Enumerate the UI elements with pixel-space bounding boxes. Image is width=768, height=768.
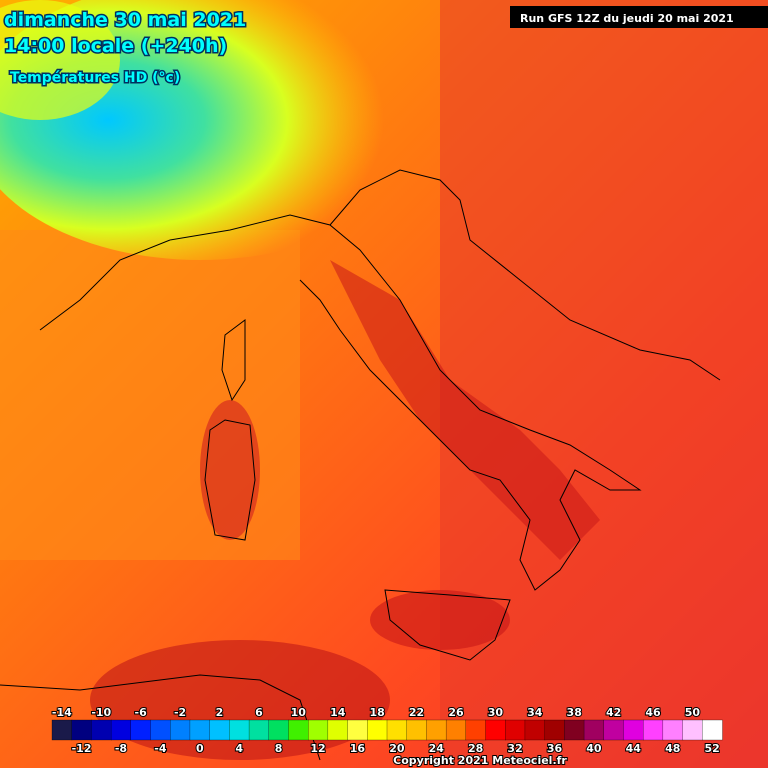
scale-swatch (170, 719, 191, 741)
scale-label: 4 (235, 742, 243, 755)
date-label: dimanche 30 mai 2021 (4, 9, 246, 31)
scale-label: 14 (330, 706, 346, 719)
scale-label: 46 (645, 706, 661, 719)
sea-zone (0, 230, 300, 560)
scale-label: 30 (488, 706, 504, 719)
coastlines (0, 169, 721, 761)
scale-label: 8 (275, 742, 283, 755)
scale-swatch (327, 719, 349, 741)
scale-label: -12 (72, 742, 92, 755)
scale-swatch (110, 719, 132, 741)
scale-swatch (367, 719, 388, 741)
scale-swatch (406, 719, 428, 741)
scale-label: 24 (429, 742, 445, 755)
sicily-hot (370, 590, 510, 650)
north-zone (0, 0, 120, 120)
run-label: Run GFS 12Z du jeudi 20 mai 2021 (520, 12, 734, 25)
scale-label: 50 (685, 706, 701, 719)
scale-swatch (308, 719, 329, 741)
scale-swatch (209, 719, 231, 741)
scale-swatch (544, 719, 566, 741)
scale-label: 34 (527, 706, 543, 719)
scale-swatch (229, 719, 250, 741)
scale-label: -10 (91, 706, 111, 719)
time-label: 14:00 locale (+240h) (4, 35, 227, 57)
scale-swatch (130, 719, 152, 741)
scale-swatch (248, 719, 270, 741)
scale-label: 36 (547, 742, 563, 755)
scale-swatch (71, 719, 93, 741)
scale-label: 28 (468, 742, 483, 755)
scale-label: 32 (507, 742, 522, 755)
copyright: Copyright 2021 Meteociel.fr (393, 754, 567, 767)
scale-swatch (623, 719, 644, 741)
scale-swatch (288, 719, 309, 741)
scale-swatch (702, 719, 723, 741)
scale-label: 40 (586, 742, 602, 755)
scale-label: -4 (154, 742, 167, 755)
scale-swatch (51, 719, 73, 741)
scale-swatch (662, 719, 684, 741)
scale-swatch (91, 719, 112, 741)
scale-label: -2 (174, 706, 186, 719)
scale-label: -14 (52, 706, 72, 719)
scale-swatch (643, 719, 664, 741)
scale-swatch (386, 719, 408, 741)
color-scale: -14-12-10-8-6-4-202468101214161820222426… (51, 705, 723, 756)
scale-swatch (268, 719, 290, 741)
scale-swatch (150, 719, 171, 741)
scale-label: 52 (704, 742, 719, 755)
scale-label: -8 (115, 742, 127, 755)
scale-swatch (189, 719, 211, 741)
scale-swatch (426, 719, 447, 741)
scale-label: 22 (409, 706, 424, 719)
sardinia-hot (200, 400, 260, 540)
scale-swatch (583, 719, 605, 741)
east-zone (440, 0, 768, 768)
scale-label: 42 (606, 706, 621, 719)
scale-label: 16 (350, 742, 366, 755)
scale-swatch (505, 719, 526, 741)
parameter-label: Températures HD (°c) (10, 70, 180, 86)
scale-swatch (682, 719, 703, 741)
run-box (510, 6, 768, 28)
scale-swatch (603, 719, 625, 741)
scale-label: 0 (196, 742, 204, 755)
scale-label: 2 (216, 706, 224, 719)
scale-label: -6 (135, 706, 148, 719)
scale-label: 18 (369, 706, 384, 719)
scale-swatch (485, 719, 506, 741)
scale-swatch (347, 719, 368, 741)
scale-label: 12 (310, 742, 325, 755)
scale-label: 10 (291, 706, 307, 719)
scale-label: 48 (665, 742, 680, 755)
scale-label: 38 (567, 706, 582, 719)
italy-hot (330, 260, 600, 560)
scale-label: 44 (626, 742, 642, 755)
scale-swatch (564, 719, 585, 741)
scale-label: 26 (448, 706, 464, 719)
scale-swatch (524, 719, 546, 741)
scale-swatch (445, 719, 467, 741)
scale-swatch (465, 719, 487, 741)
scale-label: 20 (389, 742, 405, 755)
scale-label: 6 (255, 706, 263, 719)
